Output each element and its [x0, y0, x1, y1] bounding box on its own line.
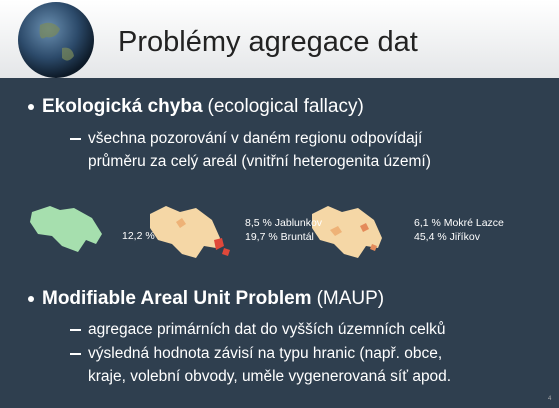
sub-line: všechna pozorování v daném regionu odpov…	[88, 130, 423, 147]
map-label: 45,4 % Jiříkov	[414, 231, 480, 243]
bullet-dot	[28, 296, 34, 302]
bullet: Modifiable Areal Unit Problem (MAUP)	[28, 288, 385, 310]
bullet-bold: Modifiable Areal Unit Problem	[42, 288, 312, 309]
bullet-dot	[28, 104, 34, 110]
page-number: 4	[548, 396, 552, 402]
sub-line: průměru za celý areál (vnitřní heterogen…	[88, 153, 431, 170]
sub-dash	[70, 329, 81, 331]
sub-dash	[70, 138, 81, 140]
map-label: 19,7 % Bruntál	[245, 231, 314, 243]
sub-bullet: výsledná hodnota závisí na typu hranic (…	[70, 342, 452, 388]
title: Problémy agregace dat	[118, 26, 418, 58]
sub-bullet: všechna pozorování v daném regionu odpov…	[70, 127, 431, 173]
map-label: 8,5 % Jablunkov	[245, 217, 323, 229]
sub-dash	[70, 353, 81, 355]
bullet-rest: (ecological fallacy)	[207, 96, 364, 117]
map-green	[30, 206, 102, 252]
map-label: 6,1 % Mokré Lazce	[414, 217, 504, 229]
sub-line: výsledná hodnota závisí na typu hranic (…	[88, 345, 443, 362]
sub-line: kraje, volební obvody, uměle vygenerovan…	[88, 368, 452, 385]
sub-bullet: agregace primárních dat do vyšších územn…	[70, 318, 446, 341]
map-beige-2	[312, 206, 382, 258]
bullet-rest: (MAUP)	[316, 288, 385, 309]
map-beige-1	[150, 206, 230, 258]
bullet-bold: Ekologická chyba	[42, 96, 203, 117]
sub-line: agregace primárních dat do vyšších územn…	[88, 321, 446, 338]
globe-icon	[18, 2, 94, 78]
bullet: Ekologická chyba (ecological fallacy)	[28, 96, 364, 118]
map-label: 12,2 %	[122, 230, 155, 242]
